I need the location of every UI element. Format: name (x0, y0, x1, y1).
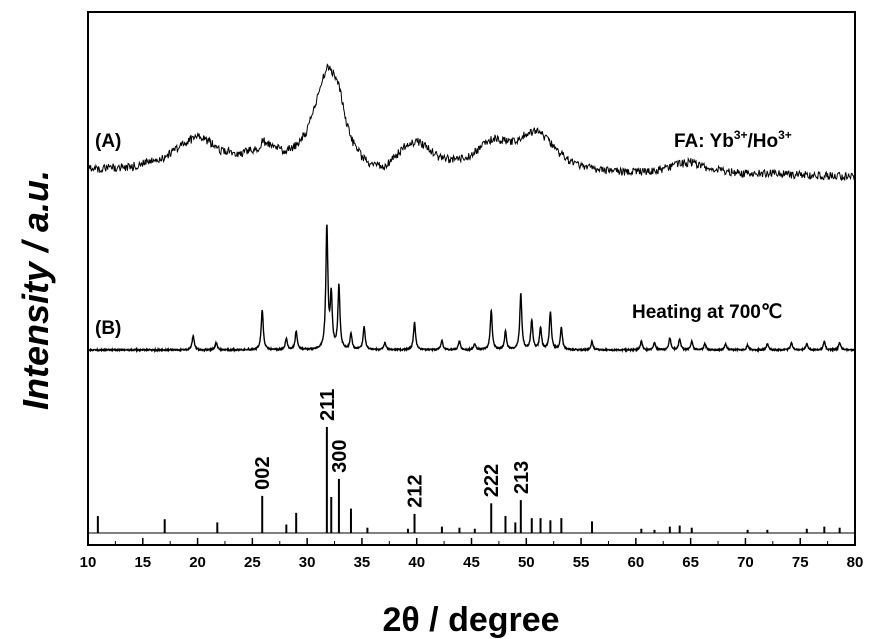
x-tick-label: 30 (299, 554, 316, 571)
trace-a-line (87, 63, 855, 182)
trace-a-label: (A) (95, 131, 121, 152)
x-axis-ticks (87, 538, 856, 545)
plot-frame (87, 11, 856, 546)
hkl-label: 300 (329, 440, 351, 473)
x-tick-label: 40 (408, 554, 425, 571)
x-tick-label: 70 (737, 554, 754, 571)
x-tick-label: 10 (80, 554, 97, 571)
x-tick-label: 65 (682, 554, 699, 571)
hkl-label: 211 (317, 389, 339, 421)
hkl-label: 212 (405, 475, 427, 508)
x-axis-tick-labels: 10 15 20 25 30 35 40 45 50 55 60 65 70 75 80 (80, 554, 864, 571)
trace-b-label: (B) (95, 318, 121, 339)
hkl-label: 222 (481, 464, 503, 497)
x-tick-label: 55 (573, 554, 590, 571)
x-tick-label: 45 (463, 554, 480, 571)
x-tick-label: 25 (244, 554, 261, 571)
x-tick-label: 50 (518, 554, 535, 571)
hkl-label: 213 (511, 461, 533, 494)
hkl-label: 002 (252, 457, 274, 490)
x-axis-title: 2θ / degree (382, 601, 559, 639)
trace-b-line (87, 224, 856, 354)
hkl-labels: 002 211 300 212 222 213 (252, 389, 533, 508)
reference-sticks (88, 427, 855, 534)
y-axis-title: Intensity / a.u. (15, 170, 56, 410)
x-tick-label: 20 (189, 554, 206, 571)
trace-a-annotation: FA: Yb3+/Ho3+ (674, 128, 792, 152)
x-tick-label: 60 (628, 554, 645, 571)
x-tick-label: 80 (847, 554, 864, 571)
x-tick-label: 75 (792, 554, 809, 571)
x-tick-label: 15 (134, 554, 151, 571)
x-tick-label: 35 (354, 554, 371, 571)
trace-b-annotation: Heating at 700℃ (632, 302, 782, 323)
